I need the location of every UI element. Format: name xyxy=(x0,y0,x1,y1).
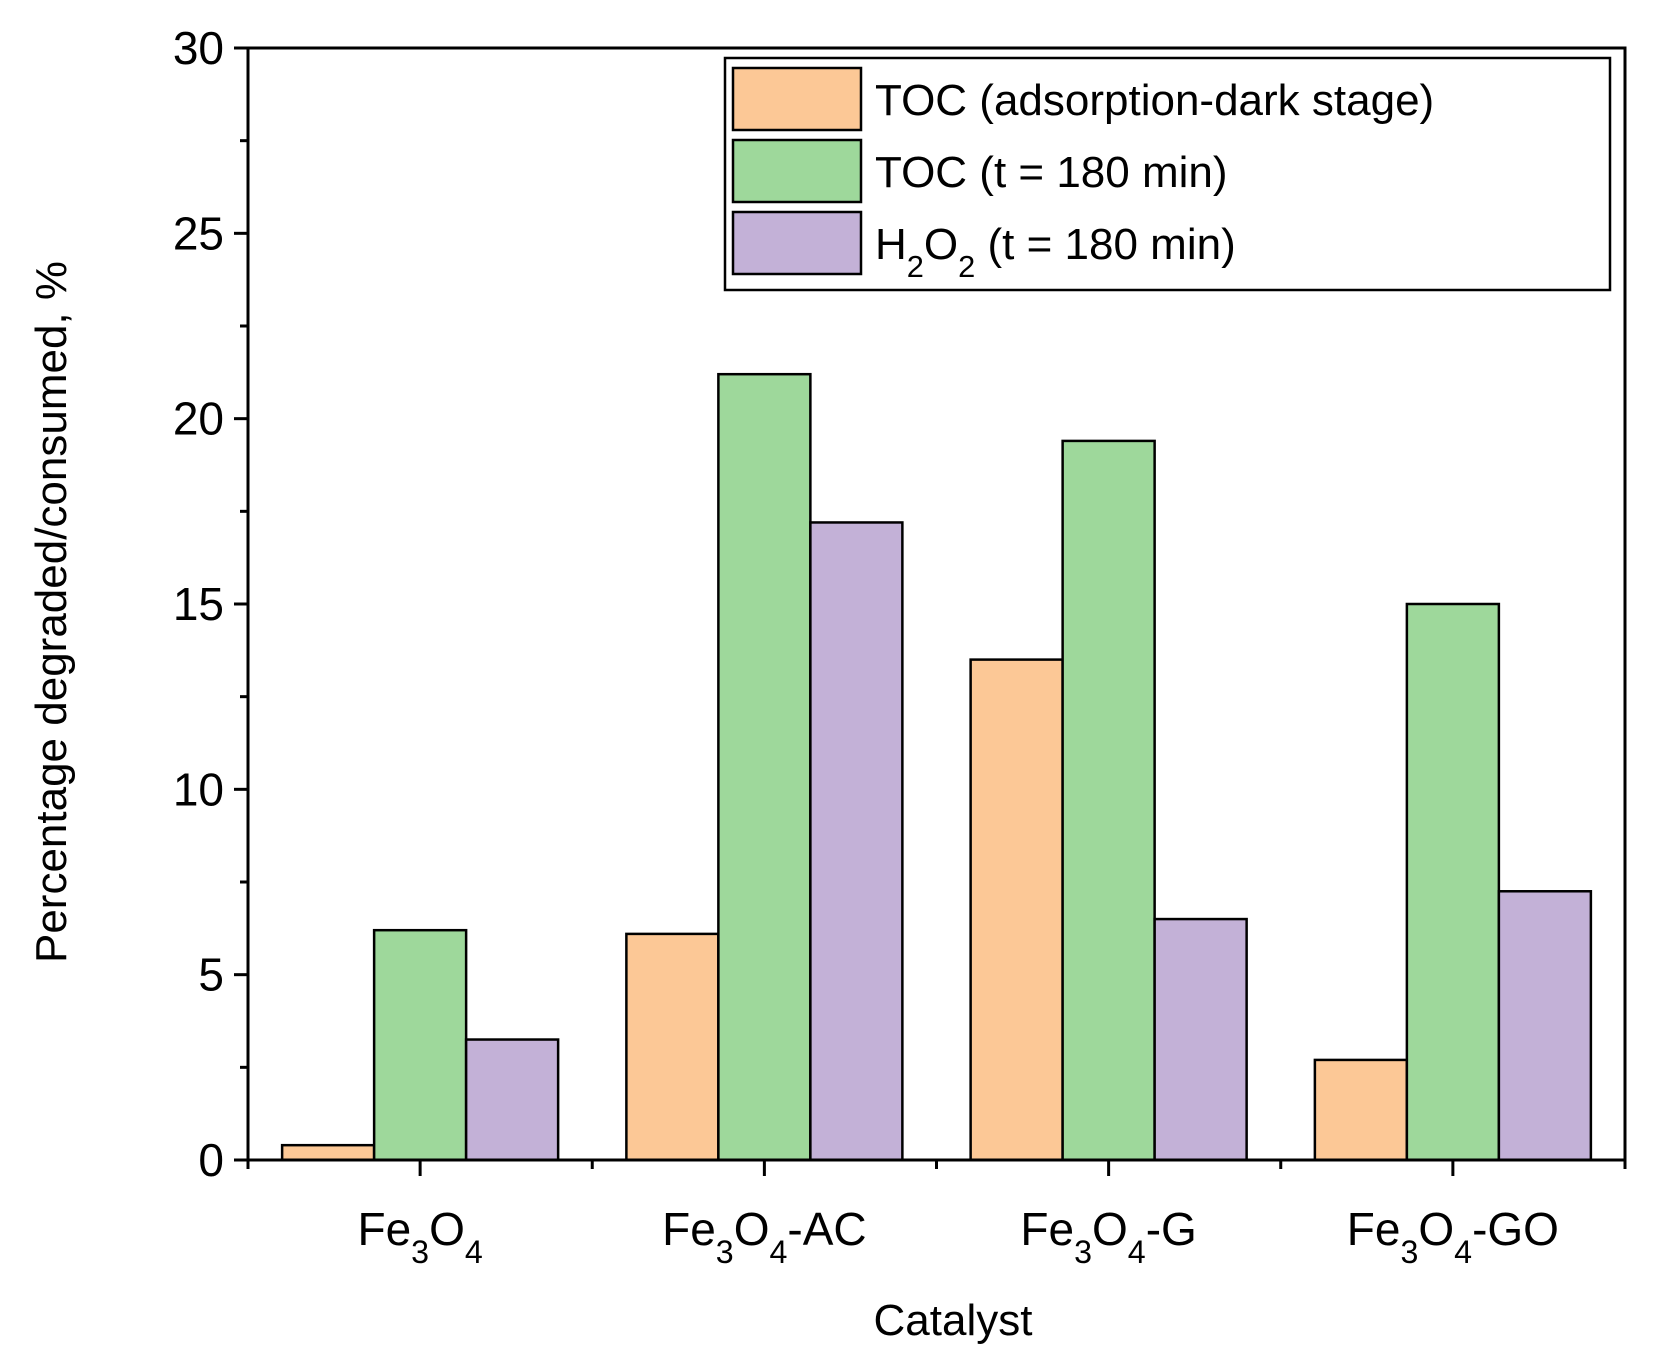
y-tick-label: 0 xyxy=(198,1134,224,1186)
category-suffix: -G xyxy=(1146,1203,1197,1255)
category-text: O xyxy=(1418,1203,1454,1255)
category-text: Fe xyxy=(1347,1203,1401,1255)
legend-label-2: TOC (t = 180 min) xyxy=(875,148,1228,197)
legend-text: TOC (t = 180 min) xyxy=(875,148,1228,197)
category-subscript: 3 xyxy=(1074,1234,1092,1270)
bar-series2-cat1 xyxy=(372,928,468,1162)
category-text: O xyxy=(429,1203,465,1255)
y-tick-label: 15 xyxy=(173,578,224,630)
category-text: O xyxy=(734,1203,770,1255)
bar-series1-cat3 xyxy=(969,658,1064,1162)
x-category-label: Fe3O4-AC xyxy=(662,1203,867,1270)
bar-series2-cat3 xyxy=(1061,439,1156,1162)
legend-swatch-2 xyxy=(731,138,863,204)
category-suffix: -GO xyxy=(1472,1203,1559,1255)
bar-series3-cat2 xyxy=(809,521,904,1162)
x-axis-title: Catalyst xyxy=(874,1296,1033,1345)
legend-text: H xyxy=(875,220,907,269)
category-subscript: 3 xyxy=(1400,1234,1418,1270)
category-subscript: 4 xyxy=(1128,1234,1146,1270)
y-tick-label: 5 xyxy=(198,949,224,1001)
legend-subscript: 2 xyxy=(907,249,924,284)
bar-series1-cat4 xyxy=(1313,1058,1409,1162)
category-text: Fe xyxy=(357,1203,411,1255)
bar-series1-cat2 xyxy=(625,932,720,1162)
category-subscript: 4 xyxy=(1454,1234,1472,1270)
legend-label-1: TOC (adsorption-dark stage) xyxy=(875,76,1434,125)
category-subscript: 4 xyxy=(465,1234,483,1270)
y-tick-label: 10 xyxy=(173,763,224,815)
legend-text: O xyxy=(924,220,958,269)
x-axis: Fe3O4 Fe3O4-AC Fe3O4-G Fe3O4-GO xyxy=(246,1160,1627,1270)
category-text: Fe xyxy=(662,1203,716,1255)
x-category-label: Fe3O4 xyxy=(357,1203,482,1270)
legend-box xyxy=(723,56,1612,292)
y-tick-label: 30 xyxy=(173,22,224,74)
legend-text: (t = 180 min) xyxy=(975,220,1235,269)
y-tick-label: 20 xyxy=(173,393,224,445)
category-text: O xyxy=(1092,1203,1128,1255)
bar-series3-cat4 xyxy=(1497,890,1593,1162)
y-axis-title: Percentage degraded/consumed, % xyxy=(27,261,76,963)
y-axis: 0 5 10 15 20 25 30 xyxy=(173,22,248,1186)
bar-series1-cat1 xyxy=(280,1143,376,1162)
bars-layer xyxy=(280,372,1593,1162)
x-category-label: Fe3O4-GO xyxy=(1347,1203,1559,1270)
legend-swatch-1 xyxy=(731,66,863,132)
bar-series3-cat1 xyxy=(464,1038,560,1162)
category-text: Fe xyxy=(1020,1203,1074,1255)
category-subscript: 3 xyxy=(411,1234,429,1270)
bar-series2-cat2 xyxy=(717,372,812,1162)
legend: TOC (adsorption-dark stage) TOC (t = 180 … xyxy=(723,56,1612,292)
legend-swatch-3 xyxy=(731,210,863,276)
bar-series3-cat3 xyxy=(1153,917,1248,1162)
category-suffix: -AC xyxy=(787,1203,866,1255)
legend-text: TOC (adsorption-dark stage) xyxy=(875,76,1434,125)
bar-series2-cat4 xyxy=(1405,602,1501,1162)
legend-subscript: 2 xyxy=(958,249,975,284)
legend-label-3: H2O2 (t = 180 min) xyxy=(875,220,1236,284)
x-category-label: Fe3O4-G xyxy=(1020,1203,1196,1270)
y-tick-label: 25 xyxy=(173,207,224,259)
category-subscript: 3 xyxy=(716,1234,734,1270)
category-subscript: 4 xyxy=(769,1234,787,1270)
